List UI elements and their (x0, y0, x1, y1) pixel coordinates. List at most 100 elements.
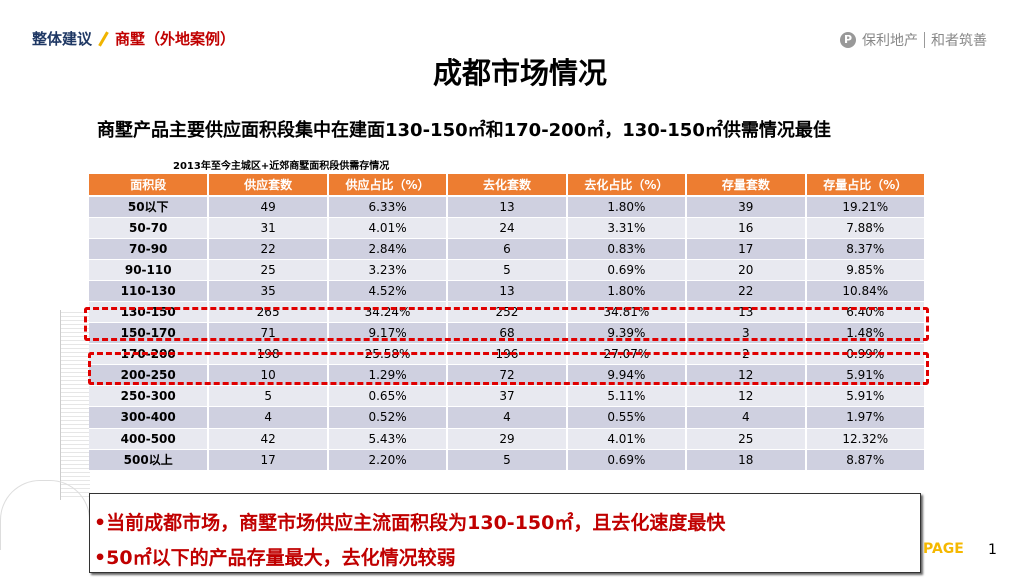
table-cell: 5 (447, 259, 568, 281)
table-row: 250-300 5 0.65% 37 5.11% 12 5.91% (89, 385, 927, 408)
table-cell: 1.80% (566, 196, 688, 218)
table-row: 90-110 25 3.23% 5 0.69% 20 9.85% (89, 259, 927, 281)
table-cell: 0.69% (566, 449, 688, 471)
table-cell: 13 (447, 196, 568, 218)
table-cell: 25 (208, 259, 329, 281)
table-cell: 12 (686, 385, 807, 408)
table-row: 400-500 42 5.43% 29 4.01% 25 12.32% (89, 428, 927, 450)
highlight-box-130-150 (84, 307, 929, 341)
table-cell: 0.69% (566, 259, 688, 281)
column-header: 存量套数 (686, 174, 807, 197)
table-row: 70-90 22 2.84% 6 0.83% 17 8.37% (89, 238, 927, 260)
table-cell: 4 (208, 406, 329, 429)
area-range-cell: 300-400 (89, 406, 210, 429)
table-cell: 7.88% (805, 217, 927, 239)
table-cell: 17 (686, 238, 807, 260)
building-sketch (60, 310, 90, 500)
table-cell: 5.11% (566, 385, 688, 408)
table-cell: 0.65% (327, 385, 449, 408)
table-cell: 4 (686, 406, 807, 429)
table-cell: 9.94% (566, 364, 688, 387)
column-header: 供应占比（%） (327, 174, 449, 197)
table-cell: 37 (447, 385, 568, 408)
table-cell: 10 (208, 364, 329, 387)
table-cell: 49 (208, 196, 329, 218)
table-cell: 34.24% (327, 301, 449, 324)
table-row: 130-150 265 34.24% 252 34.81% 13 6.40% (89, 301, 927, 324)
table-cell: 39 (686, 196, 807, 218)
area-range-cell: 200-250 (89, 364, 210, 387)
area-range-cell: 500以上 (89, 449, 210, 471)
table-cell: 0.55% (566, 406, 688, 429)
table-cell: 4 (447, 406, 568, 429)
table-row: 110-130 35 4.52% 13 1.80% 22 10.84% (89, 280, 927, 302)
table-cell: 3.23% (327, 259, 449, 281)
area-range-cell: 70-90 (89, 238, 210, 260)
breadcrumb-subsection: 商墅（外地案例） (115, 30, 236, 48)
logo-mark-icon: P (840, 32, 856, 48)
conclusion-line-2: •50㎡以下的产品存量最大，去化情况较弱 (94, 547, 456, 569)
column-header: 面积段 (89, 174, 210, 197)
table-cell: 4.01% (327, 217, 449, 239)
table-cell: 5.43% (327, 428, 449, 450)
table-cell: 5 (208, 385, 329, 408)
landscape-sketch (0, 480, 90, 550)
table-cell: 2.84% (327, 238, 449, 260)
table-cell: 6 (447, 238, 568, 260)
table-cell: 13 (447, 280, 568, 302)
table-cell: 9.85% (805, 259, 927, 281)
table-row: 50-70 31 4.01% 24 3.31% 16 7.88% (89, 217, 927, 239)
table-cell: 4.52% (327, 280, 449, 302)
column-header: 供应套数 (208, 174, 329, 197)
table-cell: 0.52% (327, 406, 449, 429)
table-cell: 1.29% (327, 364, 449, 387)
company-logo: P 保利地产 和者筑善 (840, 30, 987, 50)
area-range-cell: 250-300 (89, 385, 210, 408)
table-caption: 2013年至今主城区+近郊商墅面积段供需存情况 (173, 161, 390, 172)
page-title: 成都市场情况 (432, 56, 607, 90)
table-cell: 72 (447, 364, 568, 387)
table-cell: 16 (686, 217, 807, 239)
table-cell: 3.31% (566, 217, 688, 239)
table-cell: 19.21% (805, 196, 927, 218)
table-row: 300-400 4 0.52% 4 0.55% 4 1.97% (89, 406, 927, 429)
slash-divider (98, 30, 109, 47)
table-header-row: 面积段 供应套数 供应占比（%） 去化套数 去化占比（%） 存量套数 存量占比（%） (89, 174, 927, 197)
area-range-cell: 170-200 (89, 343, 210, 366)
table-cell: 252 (447, 301, 568, 324)
logo-brand: 保利地产 (862, 33, 918, 49)
breadcrumb: 整体建议 商墅（外地案例） (32, 28, 235, 49)
table-row: 50以下 49 6.33% 13 1.80% 39 19.21% (89, 196, 927, 218)
table-cell: 8.87% (805, 449, 927, 471)
area-range-cell: 110-130 (89, 280, 210, 302)
table-cell: 35 (208, 280, 329, 302)
table-cell: 20 (686, 259, 807, 281)
area-range-cell: 400-500 (89, 428, 210, 450)
breadcrumb-section: 整体建议 (32, 30, 93, 48)
logo-slogan: 和者筑善 (931, 33, 987, 49)
table-cell: 5 (447, 449, 568, 471)
table-cell: 5.91% (805, 385, 927, 408)
table-cell: 6.33% (327, 196, 449, 218)
table-cell: 17 (208, 449, 329, 471)
table-cell: 18 (686, 449, 807, 471)
table-cell: 31 (208, 217, 329, 239)
table-cell: 25 (686, 428, 807, 450)
table-cell: 8.37% (805, 238, 927, 260)
table-row: 500以上 17 2.20% 5 0.69% 18 8.87% (89, 449, 927, 471)
table-cell: 24 (447, 217, 568, 239)
table-cell: 12 (686, 364, 807, 387)
conclusion-line-1: •当前成都市场，商墅市场供应主流面积段为130-150㎡，且去化速度最快 (94, 512, 726, 534)
column-header: 去化套数 (447, 174, 568, 197)
conclusion-box: •当前成都市场，商墅市场供应主流面积段为130-150㎡，且去化速度最快 •50… (89, 493, 921, 573)
column-header: 存量占比（%） (805, 174, 927, 197)
table-cell: 4.01% (566, 428, 688, 450)
table-cell: 29 (447, 428, 568, 450)
table-row: 200-250 10 1.29% 72 9.94% 12 5.91% (89, 364, 927, 387)
table-cell: 0.83% (566, 238, 688, 260)
page-label: PAGE (923, 541, 964, 557)
table-cell: 13 (686, 301, 807, 324)
table-cell: 42 (208, 428, 329, 450)
table-cell: 22 (208, 238, 329, 260)
table-cell: 10.84% (805, 280, 927, 302)
